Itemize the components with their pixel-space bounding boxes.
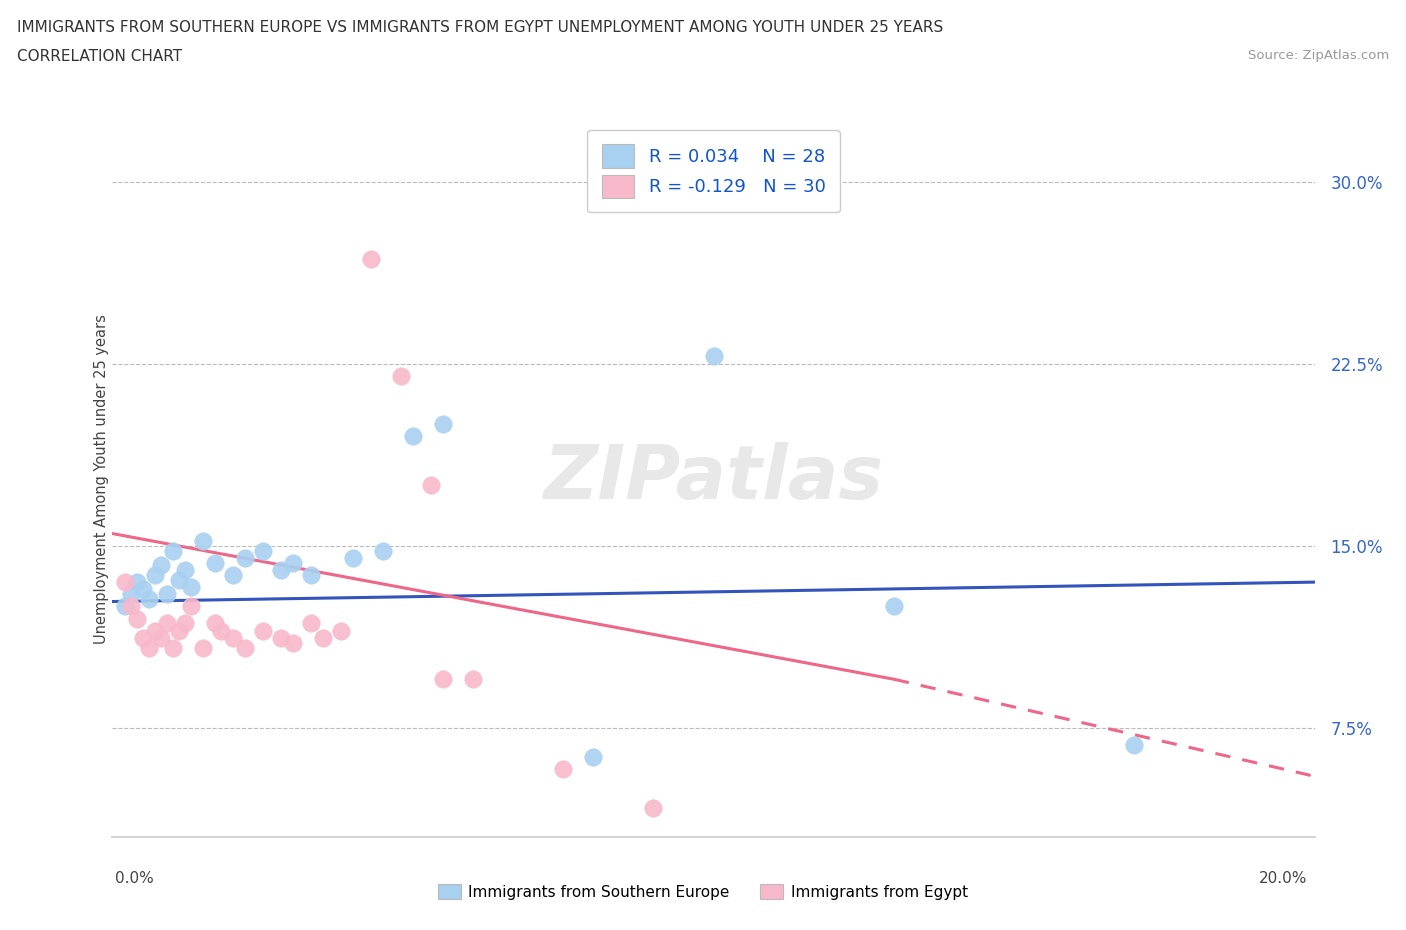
Point [167,623,190,638]
Point [402,429,425,444]
Point [420,478,443,493]
Point [222,631,245,645]
Point [553,762,575,777]
Point [329,623,352,638]
Point [173,616,195,631]
Point [138,640,160,655]
Point [138,591,160,606]
Point [281,635,304,650]
Point [233,640,256,655]
Text: Source: ZipAtlas.com: Source: ZipAtlas.com [1249,49,1389,62]
Point [883,599,905,614]
Point [155,587,177,602]
Y-axis label: Unemployment Among Youth under 25 years: Unemployment Among Youth under 25 years [94,314,108,644]
Point [204,616,226,631]
Point [162,543,184,558]
Point [270,631,292,645]
Point [299,616,322,631]
Point [209,623,232,638]
Point [114,599,136,614]
Point [461,671,484,686]
Point [180,579,202,594]
Point [149,631,172,645]
Point [143,623,166,638]
Point [131,631,153,645]
Point [582,750,605,764]
Point [173,563,195,578]
Point [252,543,274,558]
Point [114,575,136,590]
Point [191,640,214,655]
Legend: Immigrants from Southern Europe, Immigrants from Egypt: Immigrants from Southern Europe, Immigra… [432,877,974,906]
Point [155,616,177,631]
Point [131,582,153,597]
Point [180,599,202,614]
Point [342,551,364,565]
Point [270,563,292,578]
Point [204,555,226,570]
Text: CORRELATION CHART: CORRELATION CHART [17,49,181,64]
Point [281,555,304,570]
Point [191,534,214,549]
Point [167,572,190,587]
Text: 20.0%: 20.0% [1260,871,1308,886]
Point [432,417,454,432]
Point [252,623,274,638]
Point [149,558,172,573]
Point [371,543,394,558]
Point [360,252,382,267]
Point [299,567,322,582]
Point [143,567,166,582]
Point [162,640,184,655]
Point [125,575,148,590]
Point [702,349,725,364]
Point [643,801,665,816]
Text: 0.0%: 0.0% [115,871,155,886]
Point [233,551,256,565]
Point [120,587,142,602]
Point [1123,737,1146,752]
Point [222,567,245,582]
Point [432,671,454,686]
Text: IMMIGRANTS FROM SOUTHERN EUROPE VS IMMIGRANTS FROM EGYPT UNEMPLOYMENT AMONG YOUT: IMMIGRANTS FROM SOUTHERN EUROPE VS IMMIG… [17,20,943,35]
Point [120,599,142,614]
Point [389,368,412,383]
Legend: R = 0.034    N = 28, R = -0.129   N = 30: R = 0.034 N = 28, R = -0.129 N = 30 [588,130,839,212]
Text: ZIPatlas: ZIPatlas [544,443,883,515]
Point [312,631,335,645]
Point [125,611,148,626]
